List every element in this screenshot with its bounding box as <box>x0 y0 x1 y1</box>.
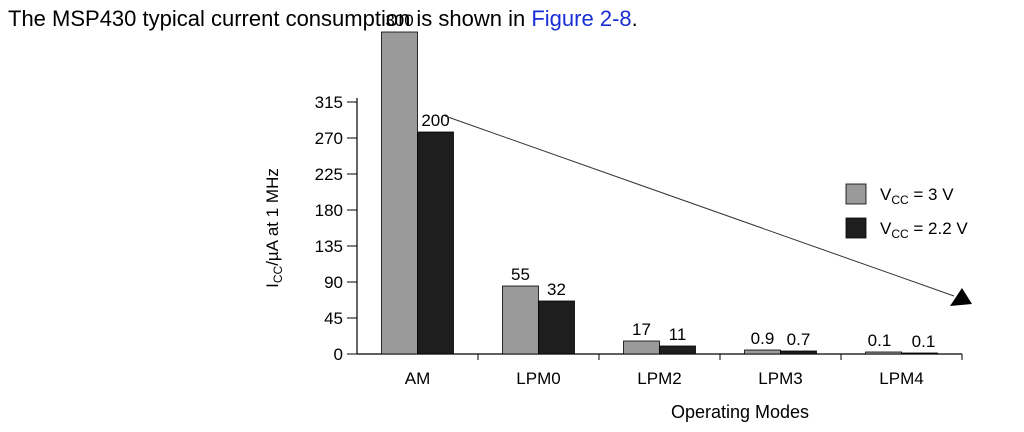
bar-value-label: 300 <box>385 11 413 30</box>
x-tick-label: AM <box>405 369 431 388</box>
trend-line <box>444 115 955 297</box>
y-tick-label: 270 <box>315 129 343 148</box>
x-tick-label: LPM4 <box>879 369 923 388</box>
bar-value-label: 17 <box>632 320 651 339</box>
bar-value-label: 0.7 <box>787 330 811 349</box>
y-tick-label: 135 <box>315 237 343 256</box>
bar <box>865 351 902 355</box>
arrow-head <box>950 288 972 306</box>
legend-label: VCC = 3 V <box>880 185 954 207</box>
y-axis-label: ICC/µA at 1 MHz <box>263 168 285 288</box>
legend-swatch <box>845 217 867 239</box>
intro-text: The MSP430 typical current consumption i… <box>8 6 638 32</box>
trend-arrow <box>444 115 972 306</box>
bar <box>381 31 418 355</box>
bar <box>659 345 696 355</box>
bar-value-label: 0.9 <box>751 329 775 348</box>
x-tick-label: LPM3 <box>758 369 802 388</box>
bar <box>780 350 817 355</box>
bar <box>502 285 539 355</box>
x-tick-label: LPM2 <box>637 369 681 388</box>
intro-sentence: The MSP430 typical current consumption i… <box>8 6 532 31</box>
bar-labels: 300 200 55 32 17 11 0.9 0.7 0.1 0.1 <box>385 11 935 351</box>
bar <box>901 352 938 355</box>
bar-value-label: 0.1 <box>912 332 936 351</box>
bar-value-label: 55 <box>511 265 530 284</box>
bar <box>538 300 575 355</box>
legend: VCC = 3 V VCC = 2.2 V <box>845 183 968 241</box>
y-tick-label: 315 <box>315 93 343 112</box>
legend-swatch <box>845 183 867 205</box>
y-tick-label: 0 <box>334 345 343 364</box>
bar-value-label: 32 <box>547 280 566 299</box>
bar <box>417 131 454 355</box>
figure-link[interactable]: Figure 2-8 <box>531 6 632 31</box>
y-tick-label: 180 <box>315 201 343 220</box>
bar-value-label: 11 <box>669 325 687 344</box>
x-tick-label: LPM0 <box>516 369 560 388</box>
y-tick-label: 90 <box>324 273 343 292</box>
bar <box>623 340 660 355</box>
bar-value-label: 0.1 <box>868 331 892 350</box>
x-ticks: AM LPM0 LPM2 LPM3 LPM4 <box>405 354 963 388</box>
y-tick-label: 225 <box>315 165 343 184</box>
y-tick-label: 45 <box>324 309 343 328</box>
intro-period: . <box>631 6 638 31</box>
legend-label: VCC = 2.2 V <box>880 219 968 241</box>
bar-value-label: 200 <box>421 111 449 130</box>
x-axis-label: Operating Modes <box>671 402 809 422</box>
bar <box>744 349 781 355</box>
bars <box>381 31 938 355</box>
y-ticks: 0 45 90 135 180 225 270 315 <box>315 93 357 364</box>
